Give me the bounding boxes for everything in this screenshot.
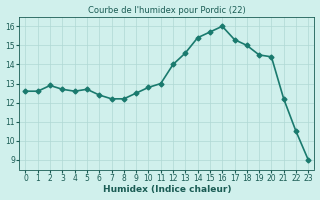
X-axis label: Humidex (Indice chaleur): Humidex (Indice chaleur) [103, 185, 231, 194]
Title: Courbe de l'humidex pour Pordic (22): Courbe de l'humidex pour Pordic (22) [88, 6, 246, 15]
